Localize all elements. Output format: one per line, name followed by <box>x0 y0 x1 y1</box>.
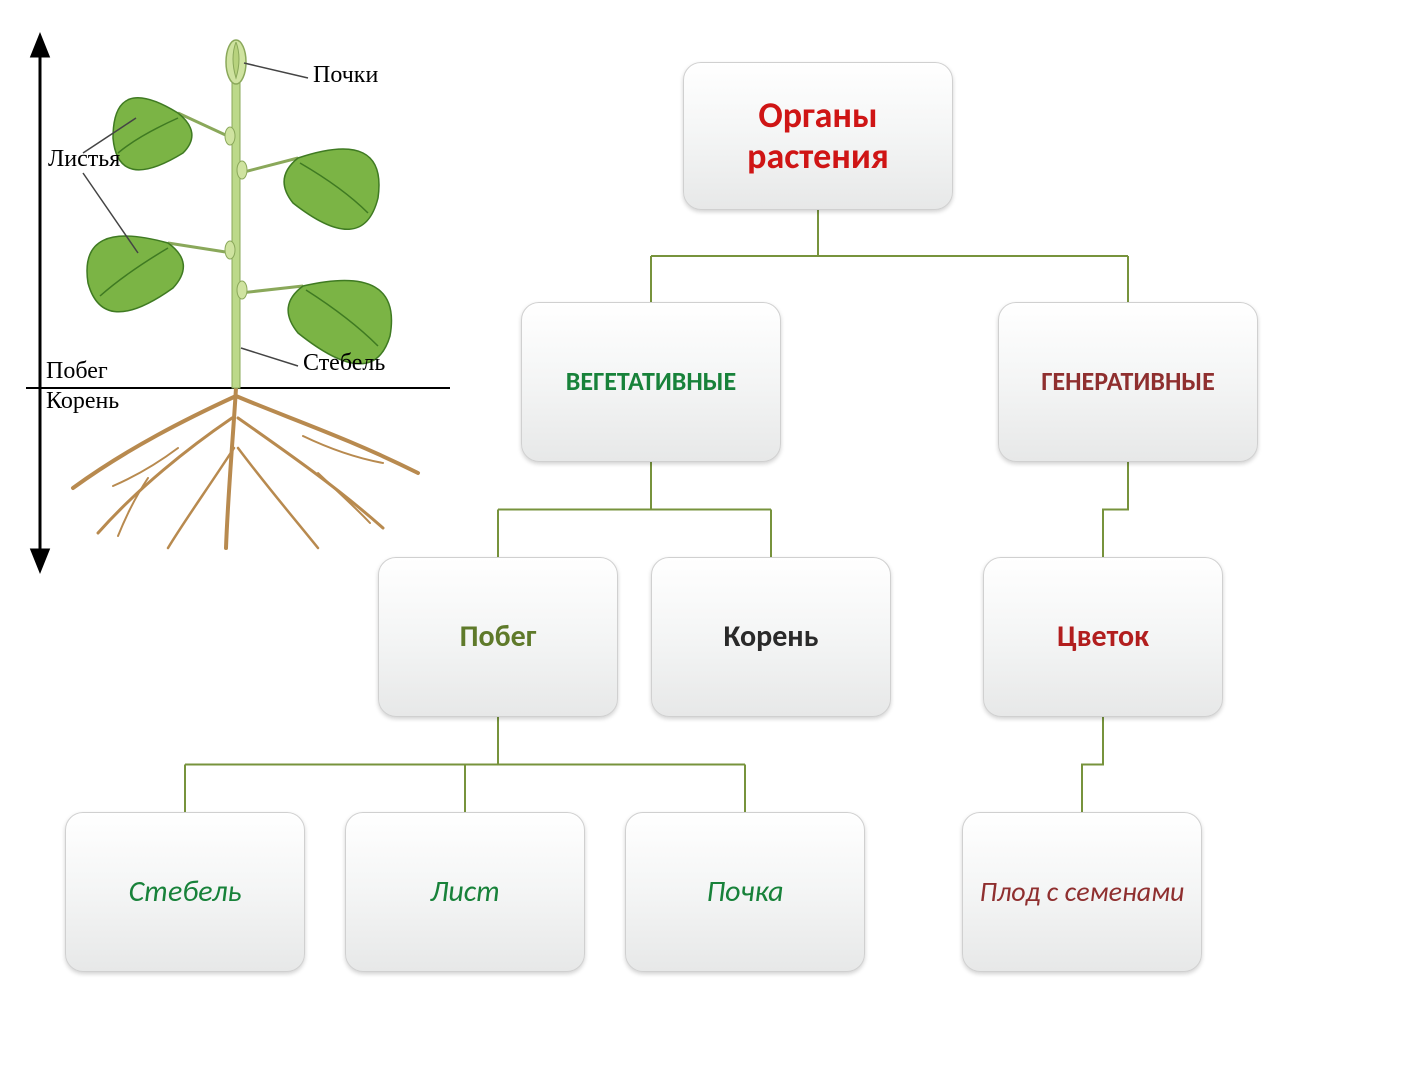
node-generative: ГЕНЕРАТИВНЫЕ <box>998 302 1258 462</box>
plant-svg <box>18 18 458 578</box>
node-vegetative: ВЕГЕТАТИВНЫЕ <box>521 302 781 462</box>
stage: Почки Листья Стебель Побег Корень Органы… <box>0 0 1413 1065</box>
node-fruit: Плод с семенами <box>962 812 1202 972</box>
bud-icon <box>226 40 246 84</box>
node-stem: Стебель <box>65 812 305 972</box>
node-flower: Цветок <box>983 557 1223 717</box>
plant-illustration: Почки Листья Стебель Побег Корень <box>18 18 458 578</box>
plant-label-stem: Стебель <box>303 350 385 377</box>
node-bud: Почка <box>625 812 865 972</box>
plant-label-shoot: Побег <box>46 358 108 385</box>
node-root: Органы растения <box>683 62 953 210</box>
roots-icon <box>73 388 418 548</box>
node-fruit-label: Плод с семенами <box>980 876 1185 908</box>
node-leaf-label: Лист <box>430 875 500 910</box>
node-shoot: Побег <box>378 557 618 717</box>
plant-label-leaves: Листья <box>48 146 120 173</box>
plant-label-root: Корень <box>46 388 119 415</box>
stem-icon <box>232 72 240 388</box>
node-shoot-label: Побег <box>460 620 537 655</box>
node-bud-label: Почка <box>706 875 783 910</box>
node-root-label: Органы растения <box>696 95 940 178</box>
node-generative-label: ГЕНЕРАТИВНЫЕ <box>1041 367 1215 397</box>
node-root-organ-label: Корень <box>724 620 819 655</box>
node-root-organ: Корень <box>651 557 891 717</box>
label-pointers-icon <box>83 63 308 366</box>
node-stem-label: Стебель <box>129 875 242 910</box>
extent-arrow-icon <box>32 36 48 570</box>
node-leaf: Лист <box>345 812 585 972</box>
node-flower-label: Цветок <box>1057 620 1149 655</box>
node-vegetative-label: ВЕГЕТАТИВНЫЕ <box>566 367 736 397</box>
plant-label-buds: Почки <box>313 62 378 89</box>
